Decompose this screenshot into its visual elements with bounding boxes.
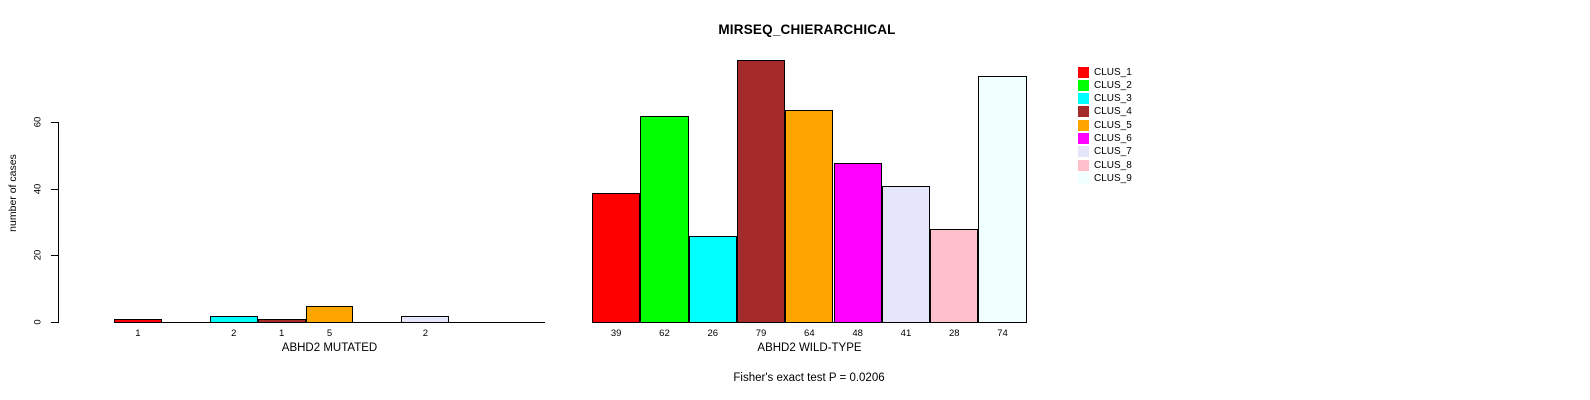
bar-clus-3-abhd2-mutated (209, 316, 258, 323)
legend-swatch-clus-1 (1078, 66, 1089, 78)
bar-value-label: 2 (231, 328, 237, 339)
group-label-mutated: ABHD2 MUTATED (281, 342, 378, 354)
y-axis-tick-label: 40 (32, 183, 44, 195)
group-label-wild-type: ABHD2 WILD-TYPE (757, 342, 862, 354)
legend-entry-clus-9: CLUS_9 (1078, 172, 1132, 184)
legend-swatch-clus-7 (1078, 146, 1089, 158)
y-axis-label: number of cases (7, 154, 19, 232)
legend-swatch-clus-5 (1078, 119, 1089, 131)
bar-clus-5-abhd2-mutated (305, 306, 354, 323)
bar-value-label: 48 (852, 328, 863, 339)
legend-swatch-clus-9 (1078, 172, 1089, 184)
bar-value-label: 74 (997, 328, 1008, 339)
legend-label: CLUS_3 (1094, 93, 1132, 105)
bar-value-label: 26 (707, 328, 719, 339)
bar-clus-6-abhd2-wild-type (833, 163, 882, 323)
bar-clus-7-abhd2-wild-type (881, 186, 931, 323)
bar-value-label: 1 (135, 328, 141, 339)
legend-entry-clus-5: CLUS_5 (1078, 119, 1132, 131)
bar-clus-9-abhd2-wild-type (978, 76, 1027, 323)
bar-clus-1-abhd2-wild-type (592, 193, 641, 323)
legend-label: CLUS_4 (1094, 106, 1132, 118)
legend-swatch-clus-8 (1078, 159, 1089, 171)
bar-value-label: 1 (278, 328, 285, 339)
legend-label: CLUS_1 (1094, 66, 1132, 78)
bar-clus-3-abhd2-wild-type (688, 236, 737, 323)
legend-swatch-clus-2 (1078, 79, 1089, 91)
chart-title: MIRSEQ_CHIERARCHICAL (718, 22, 896, 37)
y-axis-tick-label: 60 (32, 116, 44, 128)
y-axis-tick-label: 20 (32, 249, 44, 261)
legend-entry-clus-4: CLUS_4 (1078, 106, 1132, 118)
legend-entry-clus-6: CLUS_6 (1078, 133, 1132, 145)
bar-clus-5-abhd2-wild-type (785, 110, 834, 323)
y-axis-tick (51, 189, 58, 190)
bar-value-label: 2 (422, 328, 428, 339)
y-axis-line (58, 122, 59, 323)
bar-value-label: 79 (755, 328, 767, 339)
y-axis-tick (51, 122, 58, 123)
bar-clus-4-abhd2-wild-type (736, 60, 786, 323)
bar-clus-7-abhd2-mutated (401, 316, 450, 323)
legend-label: CLUS_7 (1094, 146, 1132, 158)
legend-swatch-clus-3 (1078, 93, 1089, 105)
bar-value-label: 41 (900, 328, 912, 339)
legend-label: CLUS_5 (1094, 119, 1132, 131)
bar-clus-1-abhd2-mutated (114, 319, 162, 323)
bar-value-label: 39 (610, 328, 622, 339)
legend-label: CLUS_9 (1094, 172, 1132, 184)
y-axis-tick (51, 255, 58, 256)
fisher-test-annotation: Fisher's exact test P = 0.0206 (733, 372, 885, 384)
bar-clus-2-abhd2-wild-type (640, 116, 689, 323)
legend-entry-clus-1: CLUS_1 (1078, 66, 1132, 78)
legend-entry-clus-2: CLUS_2 (1078, 79, 1132, 91)
bar-clus-8-abhd2-wild-type (930, 229, 979, 323)
bar-value-label: 62 (659, 328, 670, 339)
bar-value-label: 64 (804, 328, 815, 339)
y-axis-tick (51, 322, 58, 323)
legend-label: CLUS_2 (1094, 79, 1132, 91)
legend-entry-clus-3: CLUS_3 (1078, 93, 1132, 105)
legend-swatch-clus-6 (1078, 133, 1089, 144)
y-axis-tick-label: 0 (32, 319, 44, 325)
bar-value-label: 28 (948, 328, 960, 339)
legend-entry-clus-8: CLUS_8 (1078, 159, 1132, 171)
bar-clus-4-abhd2-mutated (257, 319, 306, 323)
legend-swatch-clus-4 (1078, 106, 1089, 118)
legend-label: CLUS_8 (1094, 159, 1132, 171)
legend-label: CLUS_6 (1094, 133, 1132, 144)
bar-value-label: 5 (326, 328, 333, 339)
legend-entry-clus-7: CLUS_7 (1078, 146, 1132, 158)
